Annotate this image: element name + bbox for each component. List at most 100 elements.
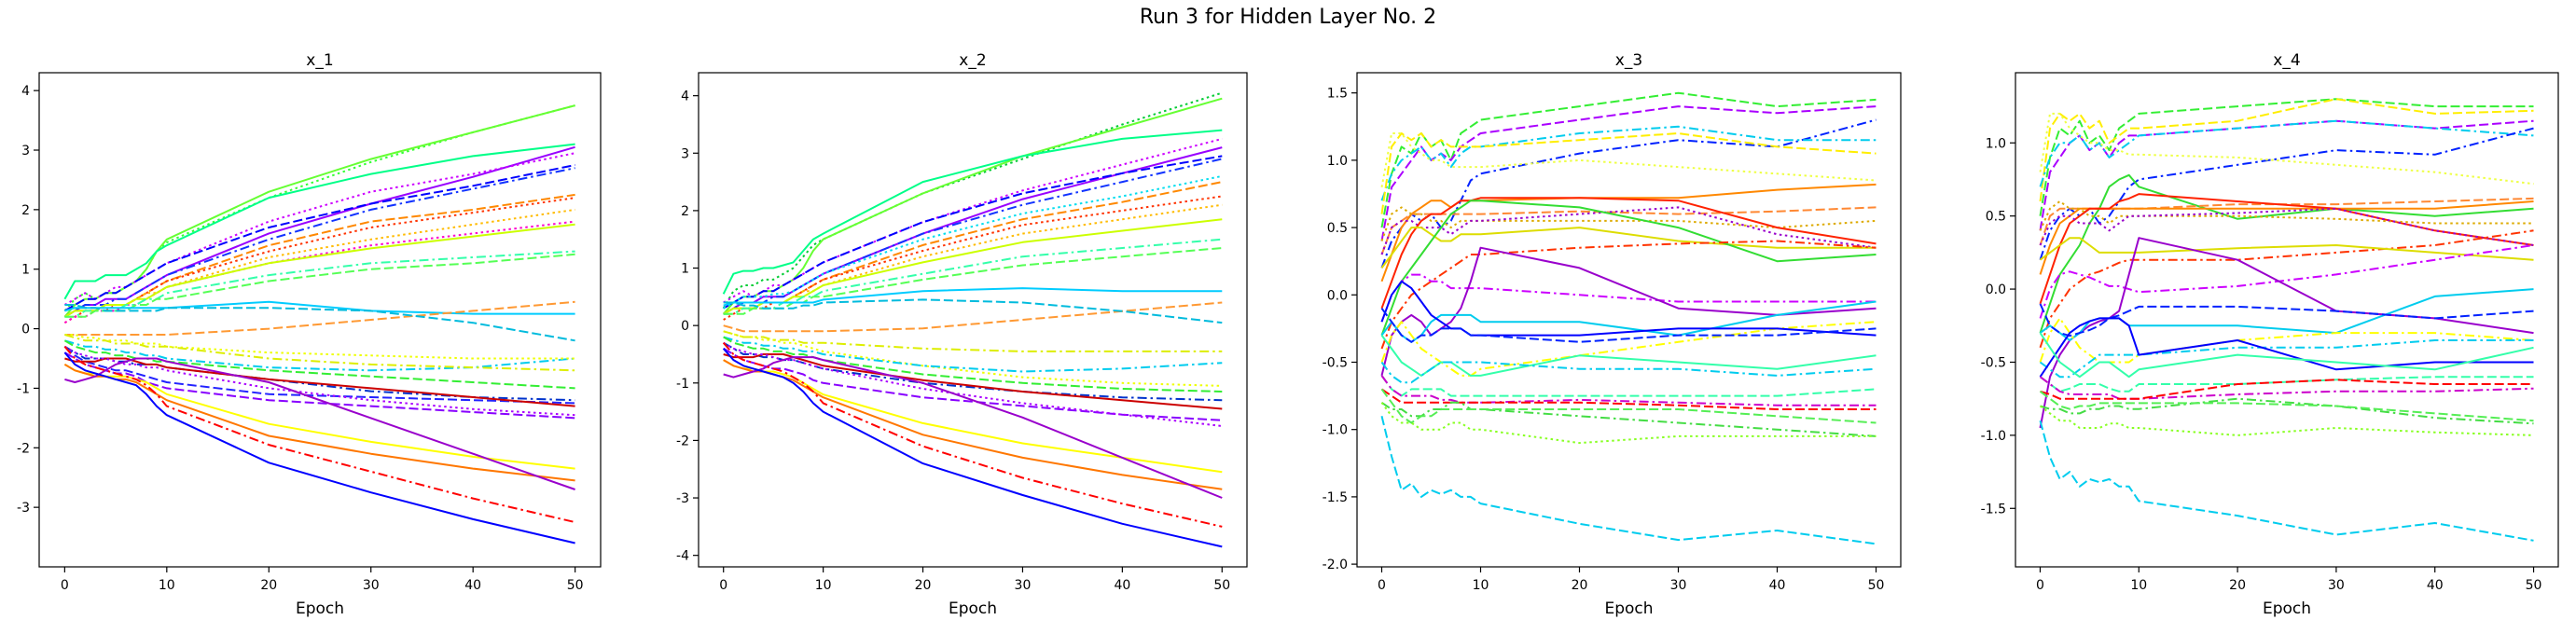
series-line-18 xyxy=(64,339,575,372)
series-line-15 xyxy=(64,300,575,315)
axes-frame xyxy=(2015,72,2559,568)
series-line-2 xyxy=(1380,105,1877,241)
series-line-6 xyxy=(723,155,1223,310)
subplot-x_4: 0 10 20 30 40 50 -1.5 -1.0 -0.5 0.0 0.5 1.0 x_4 Epoch xyxy=(1981,51,2559,618)
series-line-1 xyxy=(1380,91,1877,228)
axes-frame xyxy=(38,72,602,568)
series-line-2 xyxy=(2039,98,2534,202)
series-line-6 xyxy=(2039,112,2534,186)
series-line-29 xyxy=(64,357,575,490)
series-line-21 xyxy=(723,336,1223,393)
series-line-18 xyxy=(1380,300,1877,343)
series-line-26 xyxy=(1380,401,1877,437)
series-line-7 xyxy=(63,167,575,318)
series-line-16 xyxy=(1380,246,1877,377)
series-line-22 xyxy=(723,341,1223,402)
series-line-3 xyxy=(1380,118,1877,269)
x-tick-label: 50 xyxy=(1213,578,1230,593)
y-tick-label: 3 xyxy=(681,146,689,161)
series-line-28 xyxy=(1380,402,1877,445)
series-line-19 xyxy=(1380,280,1877,337)
x-tick-label: 10 xyxy=(815,578,832,593)
series-line-1 xyxy=(722,91,1223,310)
series-line-18 xyxy=(2039,303,2534,338)
y-tick-label: -0.5 xyxy=(1981,355,2006,370)
series-line-28 xyxy=(2039,405,2534,436)
series-line-17 xyxy=(64,304,575,342)
series-line-14 xyxy=(1380,240,1877,350)
x-tick-label: 10 xyxy=(2130,578,2147,593)
x-tick-label: 0 xyxy=(61,578,69,593)
y-tick-label: 0.5 xyxy=(1327,221,1348,236)
series-line-4 xyxy=(723,137,1223,304)
subplot-title: x_1 xyxy=(306,51,333,70)
series-line-10 xyxy=(2039,193,2534,305)
series-line-4 xyxy=(63,145,575,318)
x-tick-label: 30 xyxy=(363,578,380,593)
series-line-15 xyxy=(723,287,1223,307)
figure-title: Run 3 for Hidden Layer No. 2 xyxy=(1139,6,1437,29)
series-line-25 xyxy=(2040,379,2534,400)
series-line-25 xyxy=(63,351,575,420)
series-line-5 xyxy=(1380,132,1877,214)
y-tick-label: -2 xyxy=(17,441,30,456)
series-line-22 xyxy=(1380,361,1877,384)
series-line-23 xyxy=(2039,376,2534,393)
series-line-3 xyxy=(63,143,575,300)
series-line-28 xyxy=(723,356,1223,499)
series-line-10 xyxy=(1380,206,1877,255)
series-line-20 xyxy=(64,334,575,372)
x-tick-label: 50 xyxy=(2526,578,2542,593)
subplot-title: x_4 xyxy=(2273,51,2300,70)
series-line-17 xyxy=(723,298,1223,324)
series-line-3 xyxy=(722,129,1223,295)
series-group xyxy=(722,91,1223,548)
x-tick-label: 30 xyxy=(2328,578,2345,593)
subplot-x_2: 0 10 20 30 40 50 -4 -3 -2 -1 0 1 2 3 4 x_2 Epoch xyxy=(676,51,1248,618)
series-line-19 xyxy=(64,334,575,360)
series-line-23 xyxy=(1380,375,1877,397)
series-line-25 xyxy=(1380,388,1877,410)
series-line-20 xyxy=(2039,339,2534,379)
series-line-26 xyxy=(2040,397,2534,425)
y-tick-label: -4 xyxy=(676,549,689,564)
series-line-25 xyxy=(723,341,1223,427)
x-tick-label: 0 xyxy=(1378,578,1386,593)
y-tick-label: 1 xyxy=(681,262,689,277)
x-tick-label: 40 xyxy=(2427,578,2444,593)
series-line-22 xyxy=(2039,332,2534,379)
series-line-17 xyxy=(1380,321,1877,377)
series-line-16 xyxy=(2039,237,2534,429)
x-axis-label: Epoch xyxy=(949,599,997,618)
series-line-13 xyxy=(64,250,575,318)
y-tick-label: 0.0 xyxy=(1327,288,1348,303)
x-tick-label: 20 xyxy=(1572,578,1588,593)
series-line-7 xyxy=(2039,173,2534,334)
series-line-24 xyxy=(723,347,1223,421)
series-line-4 xyxy=(2039,119,2534,187)
series-line-21 xyxy=(2039,317,2534,378)
series-group xyxy=(1380,91,1877,545)
series-line-27 xyxy=(723,359,1223,490)
series-line-29 xyxy=(722,342,1223,528)
series-line-31 xyxy=(63,351,575,544)
x-tick-label: 20 xyxy=(2229,578,2246,593)
y-tick-label: 2 xyxy=(21,203,30,218)
y-tick-label: -1.0 xyxy=(1323,423,1348,438)
series-line-28 xyxy=(63,364,575,482)
x-axis-label: Epoch xyxy=(2263,599,2311,618)
y-tick-label: 0.5 xyxy=(1986,210,2006,225)
series-line-6 xyxy=(63,164,575,312)
y-tick-label: 4 xyxy=(681,90,689,104)
y-tick-label: 0 xyxy=(21,323,30,338)
series-line-11 xyxy=(1380,197,1877,310)
y-tick-label: -2 xyxy=(676,434,689,448)
series-line-4 xyxy=(1380,125,1877,201)
y-tick-label: 1.0 xyxy=(1327,154,1348,169)
series-line-11 xyxy=(63,220,575,324)
y-tick-label: -0.5 xyxy=(1323,355,1348,370)
y-tick-label: 4 xyxy=(21,84,30,99)
axes-frame xyxy=(698,72,1248,568)
series-line-20 xyxy=(723,336,1223,373)
y-tick-label: -1.5 xyxy=(1323,490,1348,505)
